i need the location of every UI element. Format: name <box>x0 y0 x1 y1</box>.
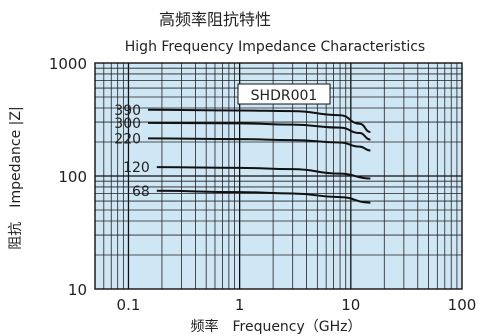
legend-box-frame <box>237 83 331 105</box>
y-axis-label: 阻抗 Impedance |Z| <box>8 106 24 249</box>
series-68: 68 <box>132 184 371 204</box>
series-line <box>147 108 371 133</box>
x-tick-label: 0.1 <box>117 296 141 314</box>
x-tick-label: 10 <box>341 296 360 314</box>
x-axis-label: 频率 Frequency（GHz） <box>190 318 361 335</box>
series-label: 300 <box>114 116 141 132</box>
plot-frame <box>94 62 463 290</box>
x-tick-label: 1 <box>235 296 245 314</box>
series-label: 220 <box>114 131 141 147</box>
series-line <box>147 121 371 141</box>
grid-lines <box>95 63 462 289</box>
x-tick-labels: 0.1 1 10 100 <box>117 296 477 314</box>
series-label: 120 <box>123 160 150 176</box>
series-label: 390 <box>114 103 141 119</box>
series-300: 300 <box>114 116 371 141</box>
series-390: 390 <box>114 103 371 133</box>
chart-subtitle: High Frequency Impedance Characteristics <box>125 39 425 55</box>
y-tick-labels: 10 100 1000 <box>49 55 87 299</box>
series-120: 120 <box>123 160 371 180</box>
series-line <box>147 137 371 152</box>
series-label: 68 <box>132 184 150 200</box>
x-tick-label: 100 <box>448 296 477 314</box>
y-tick-label: 10 <box>68 281 87 299</box>
legend-box-label: SHDR001 <box>251 88 318 104</box>
chart-title: 高频率阻抗特性 <box>159 10 271 29</box>
y-tick-label: 1000 <box>49 55 87 73</box>
series-220: 220 <box>114 131 371 152</box>
legend-box: SHDR001 <box>237 83 331 105</box>
series-line <box>156 166 371 180</box>
series-line <box>156 189 371 204</box>
y-tick-label: 100 <box>58 168 87 186</box>
